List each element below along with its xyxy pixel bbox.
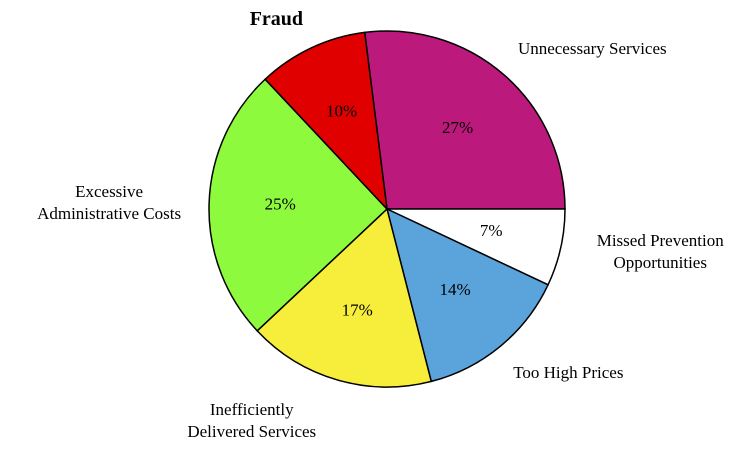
value-label: 17% (342, 300, 373, 319)
category-label: Missed Prevention Opportunities (596, 231, 724, 273)
pie-slice (256, 207, 433, 388)
category-label: Inefficiently Delivered Services (187, 400, 317, 442)
pie-slice (363, 30, 566, 210)
value-label: 7% (480, 221, 503, 240)
value-label: 10% (326, 101, 357, 120)
pie-slice (385, 207, 550, 383)
pie-slice (208, 78, 389, 332)
category-label: Fraud (249, 7, 304, 30)
category-label: Unnecessary Services (517, 39, 667, 59)
value-label: 25% (265, 195, 296, 214)
category-label: Excessive Administrative Costs (37, 181, 182, 223)
value-label: 14% (439, 280, 470, 299)
value-label: 27% (442, 118, 473, 137)
pie-slice (264, 31, 389, 212)
category-label: Too High Prices (513, 362, 624, 382)
